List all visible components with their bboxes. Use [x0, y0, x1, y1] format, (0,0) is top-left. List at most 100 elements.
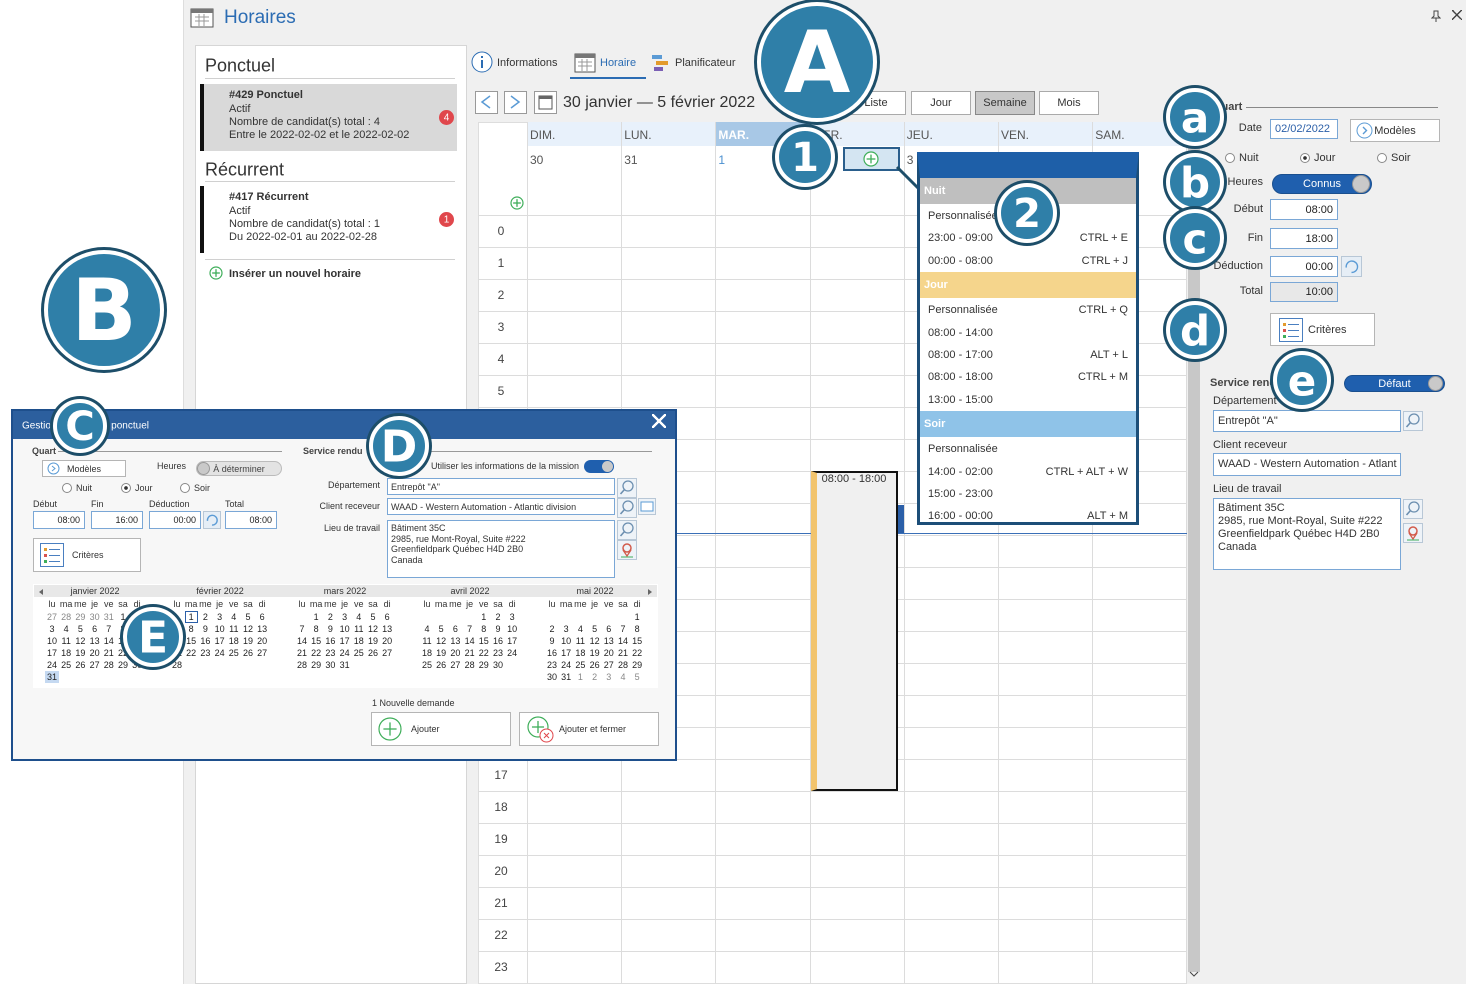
calendar-day[interactable]: 27	[450, 660, 461, 670]
calendar-day[interactable]: 24	[46, 660, 58, 670]
menu-item[interactable]: 16:00 - 00:00	[928, 510, 993, 523]
calendar-day[interactable]: 14	[103, 636, 114, 646]
calendar-day[interactable]: 26	[75, 660, 86, 670]
schedule-card[interactable]	[200, 186, 457, 253]
calendar-day[interactable]: 18	[61, 648, 72, 658]
menu-item[interactable]: Personnalisée	[928, 443, 998, 456]
calendar-day[interactable]: 17	[46, 648, 58, 658]
calendar-day[interactable]: 4	[424, 624, 430, 634]
calendar-day[interactable]: 22	[478, 648, 489, 658]
calendar-day[interactable]: 19	[75, 648, 86, 658]
calendar-day[interactable]: 22	[117, 648, 129, 658]
calendar-day[interactable]: 15	[478, 636, 489, 646]
dialog-close[interactable]	[652, 414, 666, 428]
calendar-day[interactable]: 31	[46, 672, 58, 682]
calendar-day[interactable]: 24	[561, 660, 572, 670]
calendar-day[interactable]: 18	[421, 648, 433, 658]
calendar-day[interactable]: 20	[603, 648, 614, 658]
calendar-day[interactable]: 8	[313, 624, 319, 634]
calendar-day[interactable]: 14	[296, 636, 308, 646]
menu-item[interactable]: Personnalisée	[928, 210, 998, 222]
calendar-day[interactable]: 9	[549, 636, 555, 646]
calendar-day[interactable]: 16	[546, 648, 558, 658]
calendar-day[interactable]: 26	[436, 660, 447, 670]
calendar-day[interactable]: 18	[575, 648, 586, 658]
menu-item[interactable]: Personnalisée	[928, 304, 998, 317]
calendar-day[interactable]: 23	[200, 648, 211, 658]
calendar-day[interactable]: 17	[339, 636, 350, 646]
calendar-day[interactable]: 28	[296, 660, 308, 670]
calendar-day[interactable]: 22	[311, 648, 322, 658]
calendar-day[interactable]: 11	[229, 624, 239, 634]
schedule-card[interactable]	[200, 84, 457, 151]
calendar-day[interactable]: 6	[606, 624, 612, 634]
calendar-day[interactable]: 20	[450, 648, 461, 658]
calendar-day[interactable]: 3	[563, 624, 569, 634]
menu-item[interactable]: 00:00 - 08:00	[928, 254, 993, 267]
calendar-day[interactable]: 18	[228, 636, 239, 646]
calendar-day[interactable]: 19	[436, 648, 447, 658]
calendar-day[interactable]: 7	[106, 624, 112, 634]
calendar-day[interactable]: 13	[382, 624, 393, 634]
calendar-day[interactable]: 4	[231, 612, 237, 622]
calendar-day[interactable]: 21	[296, 648, 308, 658]
calendar-day[interactable]: 4	[63, 624, 69, 634]
calendar-day[interactable]: 25	[228, 648, 239, 658]
calendar-day[interactable]: 3	[217, 612, 223, 622]
menu-item[interactable]: 14:00 - 02:00	[928, 465, 993, 478]
calendar-day[interactable]: 16	[492, 636, 504, 646]
menu-item[interactable]: 08:00 - 17:00	[928, 349, 993, 361]
calendar-day[interactable]: 6	[92, 624, 98, 634]
calendar-day[interactable]: 7	[467, 624, 473, 634]
calendar-day[interactable]: 21	[464, 648, 475, 658]
calendar-day[interactable]: 18	[353, 636, 364, 646]
calendar-day[interactable]: 2	[202, 612, 208, 622]
menu-item[interactable]: 15:00 - 23:00	[928, 488, 993, 500]
calendar-day[interactable]: 13	[89, 636, 100, 646]
calendar-day[interactable]: 15	[311, 636, 322, 646]
calendar-day[interactable]: 19	[367, 636, 379, 646]
calendar-day[interactable]: 19	[589, 648, 600, 658]
calendar-day[interactable]: 14	[464, 636, 475, 646]
radio[interactable]	[180, 483, 190, 493]
calendar-day[interactable]: 25	[421, 660, 433, 670]
view-button[interactable]	[911, 91, 971, 115]
calendar-day[interactable]: 31	[103, 612, 114, 622]
calendar-day[interactable]: 27	[382, 648, 393, 658]
calendar-day[interactable]: 13	[257, 624, 268, 634]
calendar-day[interactable]: 15	[186, 636, 197, 646]
calendar-day[interactable]: 5	[592, 624, 598, 634]
calendar-day[interactable]: 1	[634, 612, 640, 622]
calendar-day[interactable]: 5	[370, 612, 376, 622]
calendar-day[interactable]: 6	[384, 612, 390, 622]
calendar-day[interactable]: 27	[257, 648, 268, 658]
calendar-day[interactable]: 25	[575, 660, 586, 670]
calendar-day[interactable]: 12	[242, 624, 254, 634]
calendar-day[interactable]: 21	[617, 648, 629, 658]
calendar-day[interactable]: 4	[356, 612, 362, 622]
calendar-day[interactable]: 20	[382, 636, 393, 646]
menu-item[interactable]: 23:00 - 09:00	[928, 232, 993, 245]
calendar-day[interactable]: 30	[132, 660, 143, 670]
calendar-day[interactable]: 30	[325, 660, 336, 670]
calendar-day[interactable]: 6	[452, 624, 458, 634]
calendar-day[interactable]: 23	[546, 660, 558, 670]
menu-item[interactable]: 08:00 - 14:00	[928, 326, 993, 339]
toggle[interactable]	[1272, 174, 1372, 194]
calendar-day[interactable]: 3	[606, 672, 612, 682]
tab[interactable]: Horaire	[600, 57, 637, 69]
view-button[interactable]	[975, 91, 1035, 115]
calendar-day[interactable]: 2	[592, 672, 598, 682]
calendar-day[interactable]: 28	[103, 660, 114, 670]
calendar-day[interactable]: 7	[299, 624, 305, 634]
calendar-day[interactable]: 1	[188, 612, 194, 622]
calendar-day[interactable]: 10	[507, 624, 518, 634]
calendar-day[interactable]: 29	[478, 660, 489, 670]
calendar-day[interactable]: 4	[620, 672, 626, 682]
calendar-day[interactable]: 2	[327, 612, 333, 622]
calendar-day[interactable]: 22	[632, 648, 643, 658]
calendar-day[interactable]: 28	[171, 660, 183, 670]
calendar-day[interactable]: 10	[214, 624, 225, 634]
calendar-day[interactable]: 26	[367, 648, 379, 658]
calendar-day[interactable]: 1	[120, 612, 126, 622]
